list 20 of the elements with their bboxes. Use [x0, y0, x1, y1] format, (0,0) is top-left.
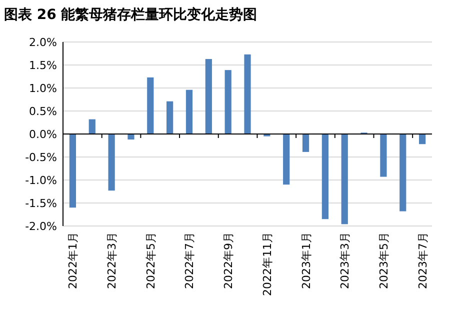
y-tick-label: -1.5% [25, 197, 57, 210]
y-tick-label: 2.0% [29, 36, 57, 49]
y-tick-label: 1.0% [29, 82, 57, 95]
y-tick-label: 1.5% [29, 59, 57, 72]
y-tick-label: 0.0% [29, 128, 57, 141]
x-tick-label: 2023年5月 [377, 232, 390, 289]
x-tick-label: 2022年9月 [222, 232, 236, 289]
x-tick-label: 2022年3月 [106, 232, 119, 289]
x-tick-label: 2023年1月 [300, 232, 313, 289]
x-tick-label: 2022年11月 [260, 232, 274, 296]
y-tick-label: -2.0% [25, 220, 57, 233]
title: 图表 26 能繁母猪存栏量环比变化走势图 [4, 7, 258, 23]
y-tick-label: -1.0% [25, 174, 57, 187]
x-tick-label: 2023年3月 [338, 232, 352, 289]
y-tick-label: 0.5% [29, 105, 57, 118]
x-tick-label: 2023年7月 [416, 232, 430, 289]
x-tick-label: 2022年5月 [144, 232, 158, 289]
x-tick-label: 2022年1月 [66, 232, 80, 289]
x-tick-label: 2022年7月 [183, 232, 196, 289]
y-tick-label: -0.5% [25, 151, 57, 164]
